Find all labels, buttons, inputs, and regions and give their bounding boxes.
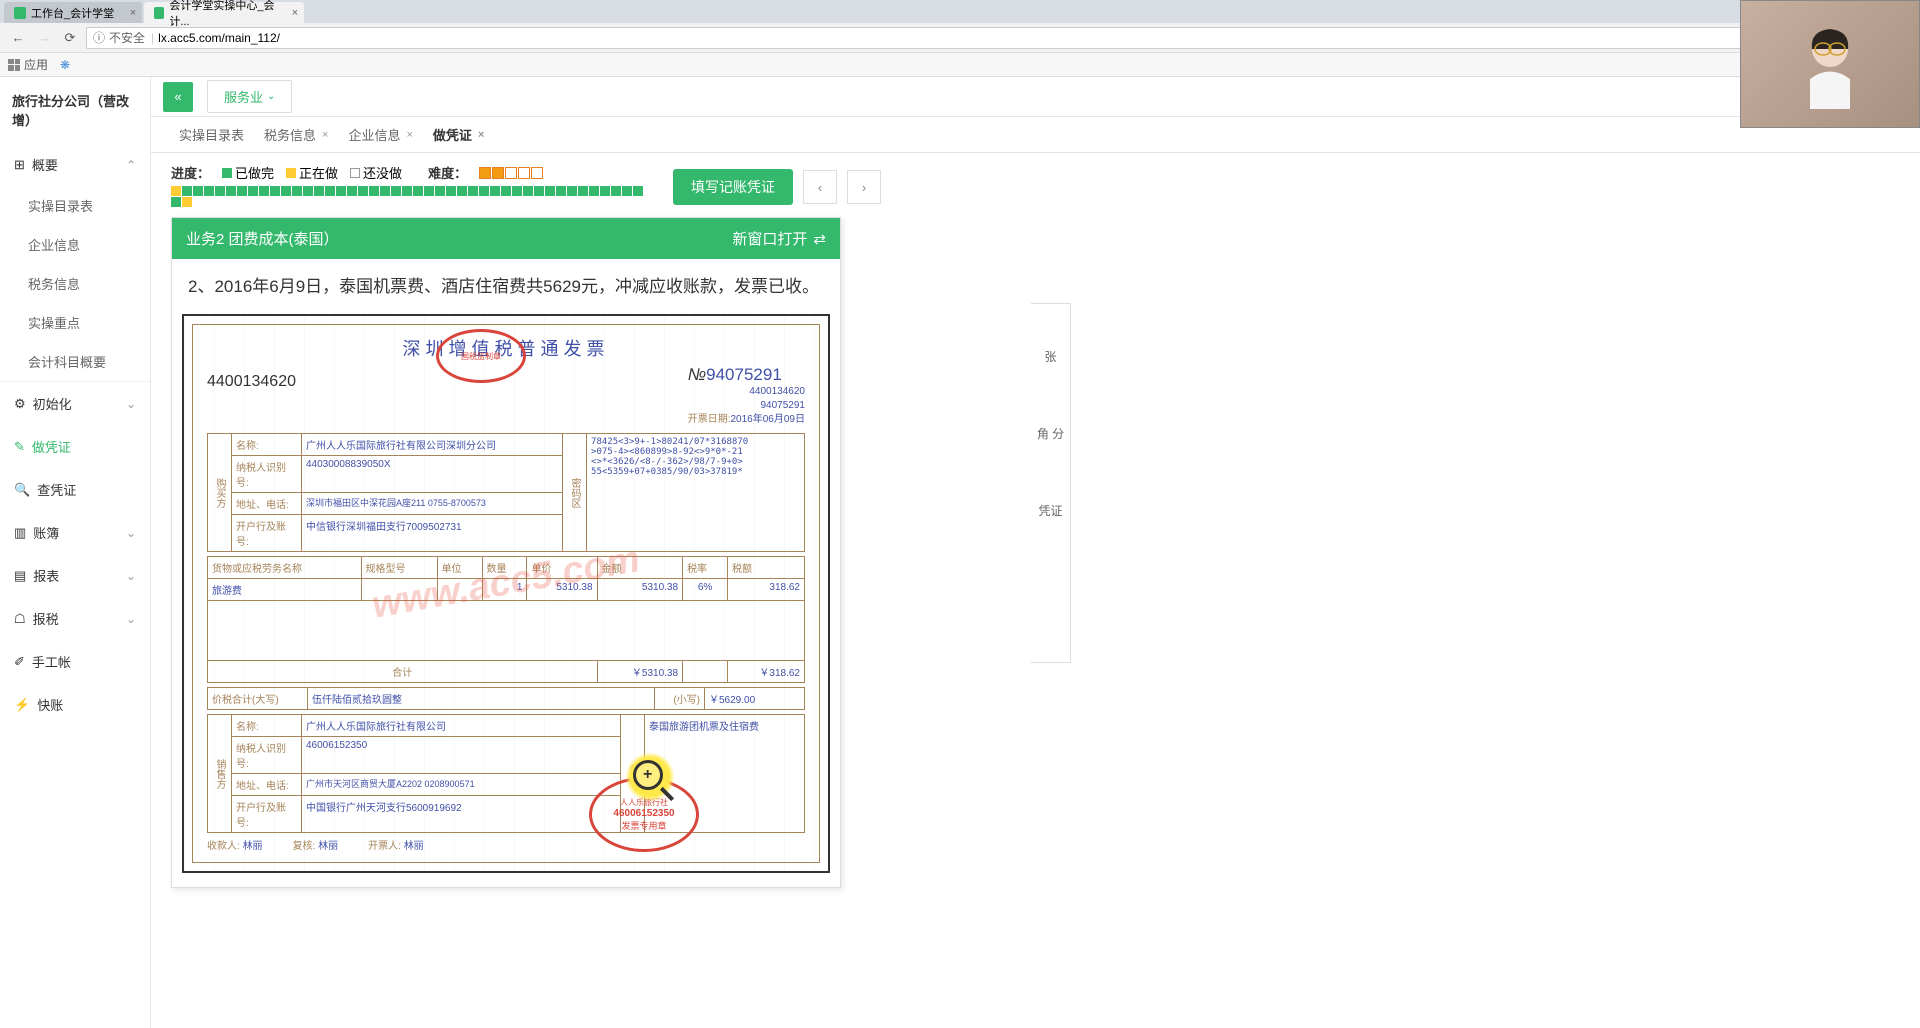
legend-todo: 还没做: [350, 163, 402, 182]
close-icon[interactable]: ×: [322, 129, 328, 141]
pen-icon: ✐: [14, 654, 25, 670]
invoice-items-table: 货物或应税劳务名称规格型号单位数量单价金额税率税额 旅游费15310.38531…: [207, 556, 805, 683]
service-dropdown[interactable]: 服务业 ⌄: [207, 80, 292, 113]
webcam-overlay: [1740, 0, 1920, 128]
tax-icon: ☖: [14, 611, 26, 627]
search-icon: 🔍: [14, 482, 30, 498]
close-icon[interactable]: ×: [478, 129, 484, 141]
apps-icon: [8, 59, 20, 71]
task-title: 业务2 团费成本(泰国）: [186, 228, 339, 249]
tab-title: 工作台_会计学堂: [31, 5, 114, 21]
side-panel-fragment: 张 角 分 凭证: [1031, 303, 1071, 663]
tab-taxinfo[interactable]: 税务信息×: [256, 118, 336, 151]
sidebar-sub-focus[interactable]: 实操重点: [0, 303, 150, 342]
sidebar-item-check[interactable]: 🔍查凭证: [0, 468, 150, 511]
collapse-button[interactable]: «: [163, 82, 193, 112]
progress-row: 进度： 已做完 正在做 还没做 难度：: [171, 163, 1900, 182]
legend-doing: 正在做: [286, 163, 338, 182]
top-bar: « 服务业 ⌄ 赵英老师 (SVIP会员): [151, 77, 1920, 117]
chevron-down-icon: ⌄: [126, 612, 136, 626]
invoice-meta: 4400134620 94075291 开票日期:2016年06月09日: [688, 385, 805, 427]
address-bar: ← → ⟳ ⓘ 不安全 | lx.acc5.com/main_112/: [0, 23, 1920, 53]
edit-icon: ✎: [14, 439, 25, 455]
sidebar-item-report[interactable]: ▤报表 ⌄: [0, 554, 150, 597]
sidebar-sub-catalog[interactable]: 实操目录表: [0, 186, 150, 225]
chart-icon: ▤: [14, 568, 26, 584]
difficulty-value: [479, 167, 543, 179]
flash-icon: ⚡: [14, 697, 30, 713]
invoice-buyer-table: 购买方 名称: 广州人人乐国际旅行社有限公司深圳分公司 密码区 78425<3>…: [207, 433, 805, 552]
sidebar: 旅行社分公司（营改增） ⊞概要 ⌃ 实操目录表 企业信息 税务信息 实操重点 会…: [0, 77, 151, 1028]
browser-tab[interactable]: 会计学堂实操中心_会计... ×: [144, 2, 304, 23]
difficulty-label: 难度：: [428, 163, 467, 182]
chevron-down-icon: ⌄: [267, 91, 275, 102]
content: 进度： 已做完 正在做 还没做 难度： 填写记账凭证 ‹ ›: [151, 153, 1920, 1028]
legend-done: 已做完: [222, 163, 274, 182]
webcam-feed: [1741, 1, 1919, 127]
bookmark-bar: 应用 ❋: [0, 53, 1920, 77]
task-card: 业务2 团费成本(泰国） 新窗口打开 ⇄ 2、2016年6月9日，泰国机票费、酒…: [171, 217, 841, 888]
sidebar-item-tax[interactable]: ☖报税 ⌄: [0, 597, 150, 640]
url-input[interactable]: ⓘ 不安全 | lx.acc5.com/main_112/: [86, 27, 1912, 49]
chevron-down-icon: ⌄: [126, 569, 136, 583]
url-text: lx.acc5.com/main_112/: [158, 31, 280, 45]
back-button[interactable]: ←: [8, 28, 28, 48]
chevron-up-icon: ⌃: [126, 158, 136, 172]
browser-tab-strip: 工作台_会计学堂 × 会计学堂实操中心_会计... ×: [0, 0, 1920, 23]
tab-company[interactable]: 企业信息×: [340, 118, 420, 151]
swap-icon[interactable]: ⇄: [813, 230, 826, 248]
fill-voucher-button[interactable]: 填写记账凭证: [673, 169, 793, 205]
sidebar-item-overview[interactable]: ⊞概要 ⌃: [0, 143, 150, 186]
open-new-label[interactable]: 新窗口打开: [732, 228, 807, 249]
invoice-grand-total: 价税合计(大写) 伍仟陆佰贰拾玖圆整 (小写) ￥5629.00: [207, 687, 805, 710]
progress-label: 进度：: [171, 163, 210, 182]
reload-button[interactable]: ⟳: [60, 28, 80, 48]
invoice-code: 4400134620: [207, 373, 296, 391]
invoice-document: www.acc5.com 深圳增值税普通发票 国税监制章 4400134620 …: [182, 314, 830, 873]
sidebar-sub-company[interactable]: 企业信息: [0, 225, 150, 264]
insecure-label: 不安全: [109, 29, 145, 46]
sidebar-sub-tax[interactable]: 税务信息: [0, 264, 150, 303]
main-area: « 服务业 ⌄ 赵英老师 (SVIP会员) 实操目录表 税务信息× 企业信息× …: [151, 77, 1920, 1028]
apps-label: 应用: [24, 56, 48, 73]
tab-catalog[interactable]: 实操目录表: [171, 118, 252, 151]
company-title: 旅行社分公司（营改增）: [0, 77, 150, 143]
grid-icon: ⊞: [14, 157, 25, 173]
sidebar-item-voucher[interactable]: ✎做凭证: [0, 425, 150, 468]
close-icon[interactable]: ×: [292, 7, 298, 19]
sidebar-item-quick[interactable]: ⚡快账: [0, 683, 150, 726]
invoice-number: №94075291: [688, 365, 805, 385]
invoice-footer: 收款人: 林丽 复核: 林丽 开票人: 林丽: [207, 837, 805, 852]
next-button[interactable]: ›: [847, 170, 881, 204]
sidebar-item-manual[interactable]: ✐手工帐: [0, 640, 150, 683]
task-description: 2、2016年6月9日，泰国机票费、酒店住宿费共5629元，冲减应收账款，发票已…: [172, 259, 840, 314]
close-icon[interactable]: ×: [406, 129, 412, 141]
favicon-icon: [14, 7, 26, 19]
sidebar-item-ledger[interactable]: ▥账簿 ⌄: [0, 511, 150, 554]
book-icon: ▥: [14, 525, 26, 541]
bookmark-icon[interactable]: ❋: [60, 58, 70, 72]
gear-icon: ⚙: [14, 396, 26, 412]
page-tabs: 实操目录表 税务信息× 企业信息× 做凭证×: [151, 117, 1920, 153]
close-icon[interactable]: ×: [130, 7, 136, 19]
sidebar-sub-subjects[interactable]: 会计科目概要: [0, 342, 150, 381]
sidebar-item-init[interactable]: ⚙初始化 ⌄: [0, 382, 150, 425]
chevron-down-icon: ⌄: [126, 397, 136, 411]
tab-title: 会计学堂实操中心_会计...: [169, 0, 276, 29]
forward-button[interactable]: →: [34, 28, 54, 48]
invoice-seller-table: 销售方 名称: 广州人人乐国际旅行社有限公司 备注 泰国旅游团机票及住宿费 纳税…: [207, 714, 805, 833]
browser-tab[interactable]: 工作台_会计学堂 ×: [4, 2, 142, 23]
favicon-icon: [154, 7, 164, 19]
tab-voucher[interactable]: 做凭证×: [425, 118, 492, 151]
magnifier-cursor-icon: +: [629, 756, 671, 798]
stamp-icon: 国税监制章: [436, 329, 526, 383]
prev-button[interactable]: ‹: [803, 170, 837, 204]
apps-button[interactable]: 应用: [8, 56, 48, 73]
task-header: 业务2 团费成本(泰国） 新窗口打开 ⇄: [172, 218, 840, 259]
chevron-down-icon: ⌄: [126, 526, 136, 540]
info-icon: ⓘ: [93, 29, 105, 46]
